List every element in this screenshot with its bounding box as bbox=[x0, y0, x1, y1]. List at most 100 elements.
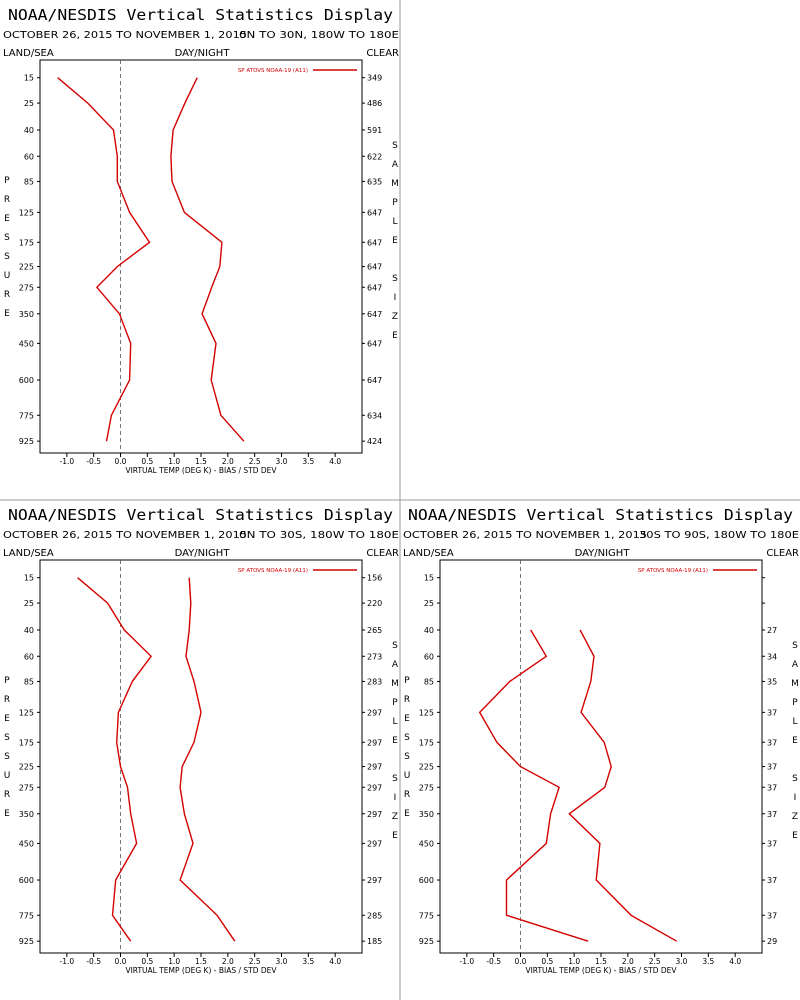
y-tick-label: 350 bbox=[19, 810, 34, 819]
sample-size: 297 bbox=[367, 738, 382, 747]
sample-size: 647 bbox=[367, 238, 382, 247]
chart: NOAA/NESDIS Vertical Statistics Display O… bbox=[3, 6, 399, 475]
x-tick-label: 1.0 bbox=[568, 957, 580, 966]
x-tick-label: -1.0 bbox=[60, 457, 75, 466]
y-tick-label: 85 bbox=[424, 677, 434, 686]
sample-size: 647 bbox=[367, 339, 382, 348]
y-tick-label: 275 bbox=[19, 283, 34, 292]
chart-title: NOAA/NESDIS Vertical Statistics Display bbox=[408, 506, 793, 524]
y-tick-label: 60 bbox=[24, 652, 34, 661]
x-tick-label: -0.5 bbox=[86, 457, 101, 466]
x-tick-label: 0.0 bbox=[515, 957, 527, 966]
chart-title: NOAA/NESDIS Vertical Statistics Display bbox=[8, 6, 393, 24]
sample-size: 37 bbox=[767, 911, 777, 920]
sky-label: CLEAR bbox=[766, 548, 799, 559]
chart-subtitle: OCTOBER 26, 2015 TO NOVEMBER 1, 2015 bbox=[3, 30, 247, 41]
y-tick-label: 40 bbox=[424, 626, 434, 635]
y-tick-label: 175 bbox=[19, 738, 34, 747]
x-tick-label: -1.0 bbox=[60, 957, 75, 966]
plot-frame bbox=[439, 559, 763, 954]
x-tick-label: 2.5 bbox=[249, 957, 261, 966]
sample-size: 297 bbox=[367, 810, 382, 819]
x-axis-label: VIRTUAL TEMP (DEG K) - BIAS / STD DEV bbox=[525, 966, 677, 975]
y-tick-label: 350 bbox=[19, 310, 34, 319]
sample-size: 622 bbox=[367, 152, 382, 161]
region: 0N TO 30S, 180W TO 180E bbox=[239, 530, 399, 541]
sample-size: 37 bbox=[767, 708, 777, 717]
sample-size: 273 bbox=[367, 652, 382, 661]
x-axis-label: VIRTUAL TEMP (DEG K) - BIAS / STD DEV bbox=[125, 466, 277, 475]
sample-size: 285 bbox=[367, 911, 382, 920]
surface-label: LAND/SEA bbox=[403, 548, 454, 559]
x-tick-label: 0.5 bbox=[141, 957, 153, 966]
y-tick-label: 275 bbox=[419, 783, 434, 792]
time-label: DAY/NIGHT bbox=[175, 548, 231, 559]
x-tick-label: 4.0 bbox=[729, 957, 741, 966]
y-tick-label: 60 bbox=[424, 652, 434, 661]
x-tick-label: -1.0 bbox=[460, 957, 475, 966]
x-tick-label: 3.5 bbox=[702, 957, 714, 966]
x-tick-label: 2.0 bbox=[222, 957, 234, 966]
plot-frame bbox=[39, 59, 363, 454]
sample-size: 297 bbox=[367, 783, 382, 792]
y-tick-label: 600 bbox=[419, 876, 434, 885]
x-tick-label: 2.5 bbox=[249, 457, 261, 466]
y-tick-label: 925 bbox=[19, 937, 34, 946]
sample-size: 297 bbox=[367, 763, 382, 772]
x-tick-label: 0.5 bbox=[541, 957, 553, 966]
sample-size: 156 bbox=[367, 574, 382, 583]
legend-label: SP ATOVS NOAA-19 (A11) bbox=[238, 568, 308, 574]
x-tick-label: 1.5 bbox=[195, 957, 207, 966]
y-tick-label: 25 bbox=[424, 599, 434, 608]
sample-size: 27 bbox=[767, 626, 777, 635]
sample-size: 37 bbox=[767, 763, 777, 772]
sample-size: 35 bbox=[767, 677, 777, 686]
plot-frame bbox=[39, 559, 363, 954]
y-tick-label: 175 bbox=[19, 238, 34, 247]
x-tick-label: 3.0 bbox=[276, 957, 288, 966]
y2-axis-label: SAMPLE SIZE bbox=[790, 641, 800, 850]
y-tick-label: 775 bbox=[19, 911, 34, 920]
chart: NOAA/NESDIS Vertical Statistics Display O… bbox=[3, 506, 399, 975]
x-tick-label: 2.5 bbox=[649, 957, 661, 966]
chart-subtitle: OCTOBER 26, 2015 TO NOVEMBER 1, 2015 bbox=[403, 530, 647, 541]
sample-size: 297 bbox=[367, 708, 382, 717]
time-label: DAY/NIGHT bbox=[575, 548, 631, 559]
panel: NOAA/NESDIS Vertical Statistics Display O… bbox=[0, 500, 400, 1000]
x-tick-label: 3.5 bbox=[302, 957, 314, 966]
sample-size: 634 bbox=[367, 411, 382, 420]
sample-size: 37 bbox=[767, 839, 777, 848]
sample-size: 647 bbox=[367, 263, 382, 272]
y-tick-label: 15 bbox=[424, 574, 434, 583]
y-tick-label: 350 bbox=[419, 810, 434, 819]
y-tick-label: 15 bbox=[24, 74, 34, 83]
x-tick-label: -0.5 bbox=[86, 957, 101, 966]
y-tick-label: 450 bbox=[419, 839, 434, 848]
legend-label: SP ATOVS NOAA-19 (A11) bbox=[638, 568, 708, 574]
region: 0N TO 30N, 180W TO 180E bbox=[239, 30, 399, 41]
sample-size: 37 bbox=[767, 810, 777, 819]
x-tick-label: 0.0 bbox=[115, 957, 127, 966]
sample-size: 37 bbox=[767, 738, 777, 747]
y-tick-label: 450 bbox=[19, 339, 34, 348]
y-tick-label: 600 bbox=[19, 376, 34, 385]
sample-size: 591 bbox=[367, 126, 382, 135]
y2-axis-label: SAMPLE SIZE bbox=[390, 641, 400, 850]
sample-size: 265 bbox=[367, 626, 382, 635]
y-tick-label: 450 bbox=[19, 839, 34, 848]
sample-size: 297 bbox=[367, 876, 382, 885]
x-tick-label: 3.0 bbox=[276, 457, 288, 466]
sample-size: 37 bbox=[767, 876, 777, 885]
y-tick-label: 925 bbox=[19, 437, 34, 446]
y-tick-label: 225 bbox=[19, 263, 34, 272]
chart-title: NOAA/NESDIS Vertical Statistics Display bbox=[8, 506, 393, 524]
sky-label: CLEAR bbox=[366, 548, 399, 559]
sample-size: 647 bbox=[367, 310, 382, 319]
x-tick-label: 3.0 bbox=[676, 957, 688, 966]
y-tick-label: 85 bbox=[24, 677, 34, 686]
sample-size: 647 bbox=[367, 283, 382, 292]
chart: NOAA/NESDIS Vertical Statistics Display O… bbox=[403, 506, 799, 975]
sample-size: 349 bbox=[367, 74, 382, 83]
